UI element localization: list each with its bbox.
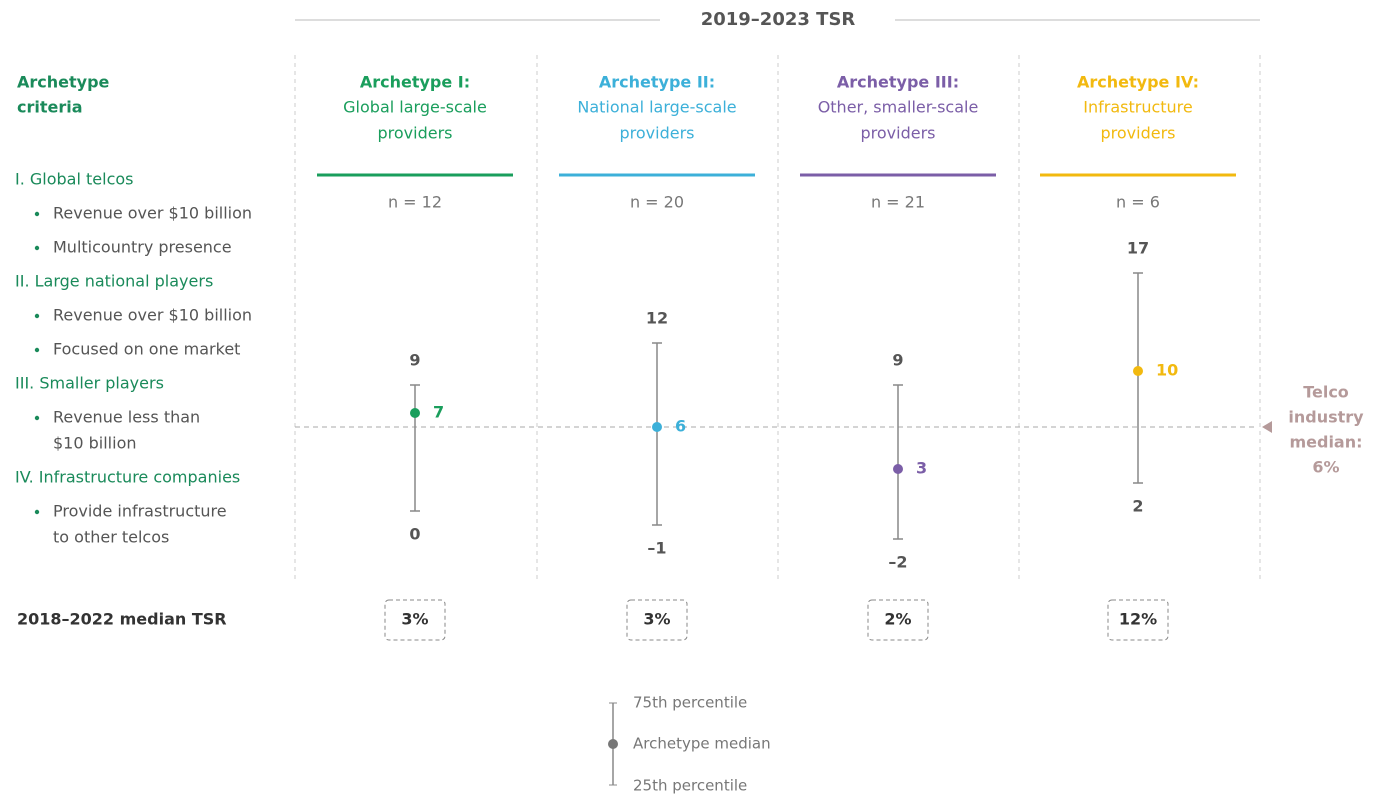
industry-median-label: median: xyxy=(1289,433,1362,452)
low-label: –1 xyxy=(647,539,666,558)
bullet xyxy=(34,509,40,515)
median-arrow xyxy=(1262,421,1272,433)
prior-median-value: 12% xyxy=(1119,610,1157,629)
prior-median-value: 3% xyxy=(643,610,670,629)
category-subtitle: National large-scale xyxy=(577,98,736,117)
bullet xyxy=(34,347,40,353)
high-label: 17 xyxy=(1127,239,1149,258)
prior-median-value: 3% xyxy=(401,610,428,629)
median-label: 6 xyxy=(675,417,686,436)
prior-median-box xyxy=(867,599,929,641)
median-label: 3 xyxy=(916,459,927,478)
low-label: –2 xyxy=(888,553,907,572)
bullet xyxy=(34,211,40,217)
median-dot xyxy=(893,464,903,474)
category-title: Archetype II: xyxy=(599,73,715,92)
sample-size: n = 20 xyxy=(630,193,684,212)
category-subtitle: providers xyxy=(620,124,695,143)
low-label: 2 xyxy=(1132,497,1143,516)
criteria-item: $10 billion xyxy=(53,434,137,453)
legend-label: 75th percentile xyxy=(633,694,747,712)
prior-median-box xyxy=(626,599,688,641)
legend-label: 25th percentile xyxy=(633,777,747,795)
category-subtitle: Infrastructure xyxy=(1083,98,1192,117)
sample-size: n = 21 xyxy=(871,193,925,212)
sample-size: n = 12 xyxy=(388,193,442,212)
legend-dot xyxy=(608,739,618,749)
category-subtitle: providers xyxy=(378,124,453,143)
criteria-title: Archetype xyxy=(17,73,110,92)
sample-size: n = 6 xyxy=(1116,193,1160,212)
category-subtitle: providers xyxy=(1101,124,1176,143)
median-label: 7 xyxy=(433,403,444,422)
criteria-item: Focused on one market xyxy=(53,340,240,359)
median-dot xyxy=(1133,366,1143,376)
low-label: 0 xyxy=(409,525,420,544)
high-label: 9 xyxy=(409,351,420,370)
criteria-item: to other telcos xyxy=(53,528,169,547)
bullet xyxy=(34,415,40,421)
criteria-title: criteria xyxy=(17,98,83,117)
criteria-group: II. Large national players xyxy=(15,272,213,291)
prior-median-value: 2% xyxy=(884,610,911,629)
criteria-item: Revenue less than xyxy=(53,408,200,427)
legend-label: Archetype median xyxy=(633,735,771,753)
criteria-item: Revenue over $10 billion xyxy=(53,204,252,223)
criteria-item: Revenue over $10 billion xyxy=(53,306,252,325)
prior-median-label: 2018–2022 median TSR xyxy=(17,610,227,629)
industry-median-value: 6% xyxy=(1312,458,1339,477)
high-label: 12 xyxy=(646,309,668,328)
criteria-group: I. Global telcos xyxy=(15,170,134,189)
median-dot xyxy=(410,408,420,418)
criteria-group: IV. Infrastructure companies xyxy=(15,468,240,487)
high-label: 9 xyxy=(892,351,903,370)
category-subtitle: Other, smaller-scale xyxy=(818,98,979,117)
category-subtitle: Global large-scale xyxy=(343,98,487,117)
bullet xyxy=(34,313,40,319)
category-title: Archetype I: xyxy=(360,73,470,92)
bullet xyxy=(34,245,40,251)
category-title: Archetype IV: xyxy=(1077,73,1199,92)
category-title: Archetype III: xyxy=(837,73,959,92)
prior-median-box xyxy=(1107,599,1169,641)
prior-median-box xyxy=(384,599,446,641)
category-subtitle: providers xyxy=(861,124,936,143)
criteria-item: Provide infrastructure xyxy=(53,502,227,521)
industry-median-label: industry xyxy=(1288,408,1364,427)
industry-median-label: Telco xyxy=(1303,383,1349,402)
criteria-item: Multicountry presence xyxy=(53,238,232,257)
median-dot xyxy=(652,422,662,432)
chart-title: 2019–2023 TSR xyxy=(701,9,856,30)
criteria-group: III. Smaller players xyxy=(15,374,164,393)
median-label: 10 xyxy=(1156,361,1178,380)
